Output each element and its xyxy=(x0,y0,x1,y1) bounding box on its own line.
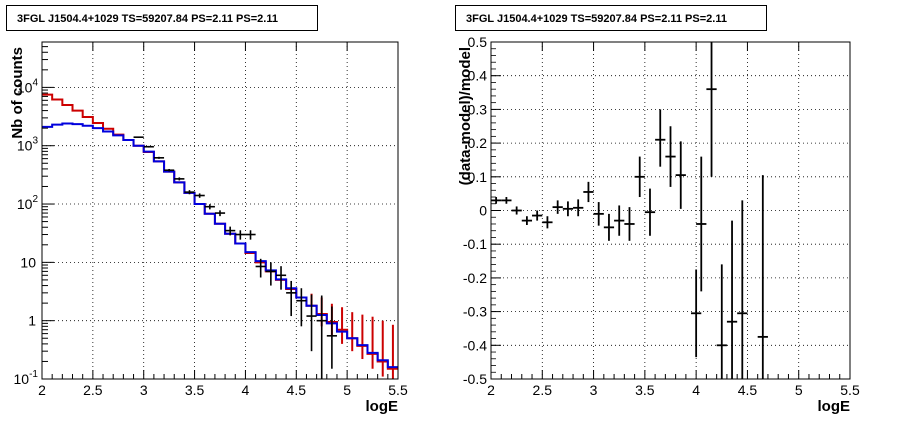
x-tick-label: 4.5 xyxy=(738,382,758,398)
y-tick-label: 0.2 xyxy=(468,135,488,151)
x-tick-label: 3 xyxy=(590,382,598,398)
x-tick-label: 3.5 xyxy=(635,382,655,398)
y-tick-label: 0 xyxy=(479,203,487,219)
y-tick-label: 104 xyxy=(17,77,39,95)
series-model_red-histogram xyxy=(42,93,398,370)
y-tick-label: 1 xyxy=(28,313,36,329)
y-tick-label: 10-1 xyxy=(14,369,39,387)
y-tick-label: 10 xyxy=(20,254,36,270)
y-tick-label: 0.1 xyxy=(468,169,488,185)
x-tick-label: 2.5 xyxy=(83,382,103,398)
y-tick-label: 0.5 xyxy=(468,34,488,50)
y-tick-label: 103 xyxy=(17,136,39,154)
y-tick-label: -0.4 xyxy=(463,337,487,353)
y-tick-label: 0.3 xyxy=(468,101,488,117)
x-tick-label: 4.5 xyxy=(287,382,307,398)
x-tick-label: 5.5 xyxy=(388,382,408,398)
x-tick-label: 4 xyxy=(242,382,250,398)
y-tick-label: -0.1 xyxy=(463,236,487,252)
y-tick-label: -0.3 xyxy=(463,304,487,320)
plot-frame xyxy=(41,41,399,380)
x-tick-label: 2.5 xyxy=(533,382,553,398)
x-tick-label: 5 xyxy=(343,382,351,398)
x-tick-label: 2 xyxy=(487,382,495,398)
x-axis-label: logE xyxy=(818,398,851,415)
right-title: 3FGL J1504.4+1029 TS=59207.84 PS=2.11 PS… xyxy=(455,5,767,31)
y-axis-label: Nb of counts xyxy=(9,47,26,139)
x-tick-label: 4 xyxy=(692,382,700,398)
x-axis-label: logE xyxy=(366,398,399,415)
x-tick-label: 2 xyxy=(38,382,46,398)
y-tick-label: 0.4 xyxy=(468,68,488,84)
x-tick-label: 5 xyxy=(795,382,803,398)
y-axis-label: (data-model)/model xyxy=(457,47,474,185)
plot-frame xyxy=(490,41,851,380)
x-tick-label: 3.5 xyxy=(185,382,205,398)
series-model_blue-histogram xyxy=(42,122,398,369)
left-title: 3FGL J1504.4+1029 TS=59207.84 PS=2.11 PS… xyxy=(6,5,318,31)
y-tick-label: 102 xyxy=(17,194,39,212)
y-tick-label: -0.5 xyxy=(463,371,487,387)
y-tick-label: -0.2 xyxy=(463,270,487,286)
x-tick-label: 3 xyxy=(140,382,148,398)
x-tick-label: 5.5 xyxy=(840,382,860,398)
